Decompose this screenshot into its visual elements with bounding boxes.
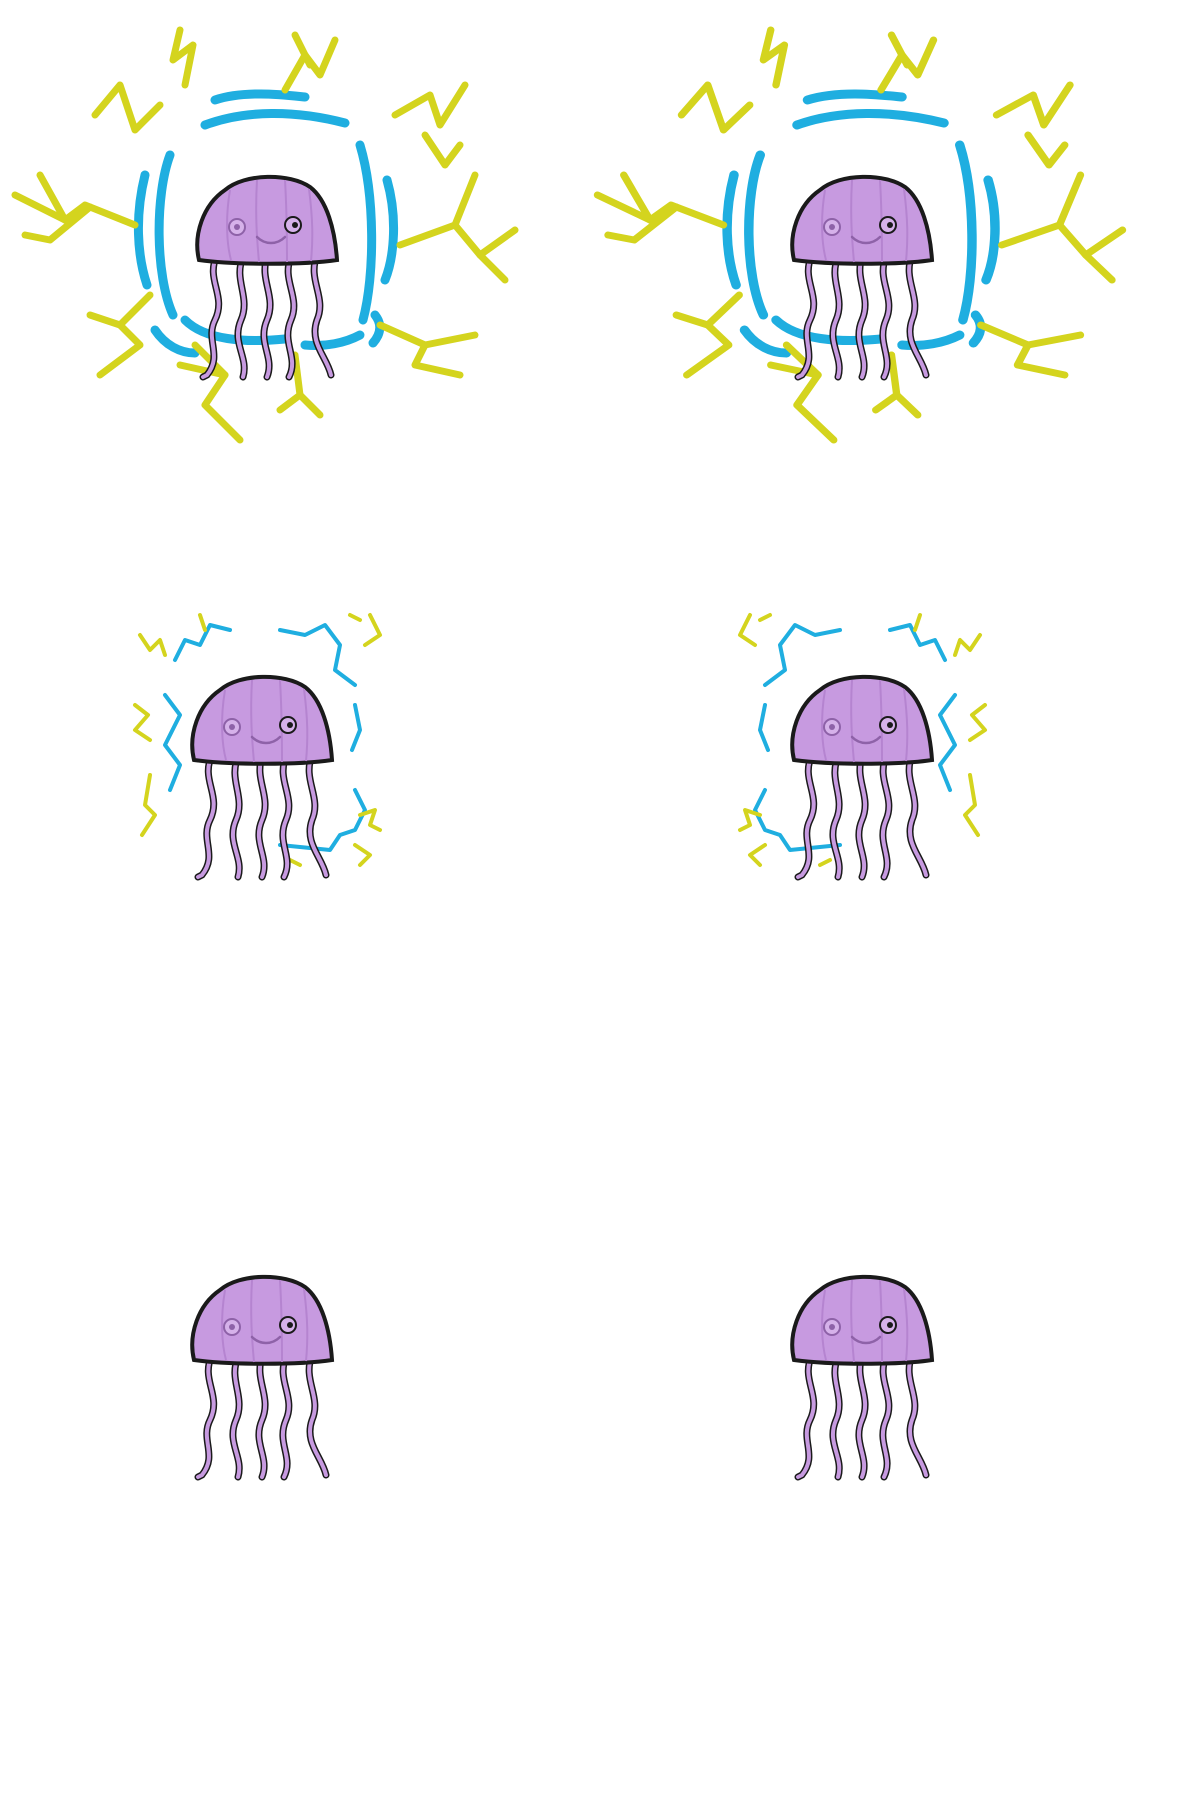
jellyfish-icon <box>610 1220 1170 1780</box>
jellyfish-sprite-frame-6 <box>610 1220 1170 1780</box>
jellyfish-electric-faint-icon <box>133 613 382 1180</box>
jellyfish-electric-strong-icon <box>610 20 1170 580</box>
jellyfish-sprite-frame-1 <box>10 20 570 580</box>
jellyfish-icon <box>10 1220 570 1780</box>
jellyfish-sprite-frame-5 <box>10 1220 570 1780</box>
jellyfish-electric-strong-icon <box>10 20 570 580</box>
jellyfish-sprite-frame-3 <box>10 613 570 1180</box>
jellyfish-electric-faint-icon <box>738 613 987 1180</box>
jellyfish-sprite-frame-4 <box>610 613 1170 1180</box>
jellyfish-sprite-frame-2 <box>610 20 1170 580</box>
